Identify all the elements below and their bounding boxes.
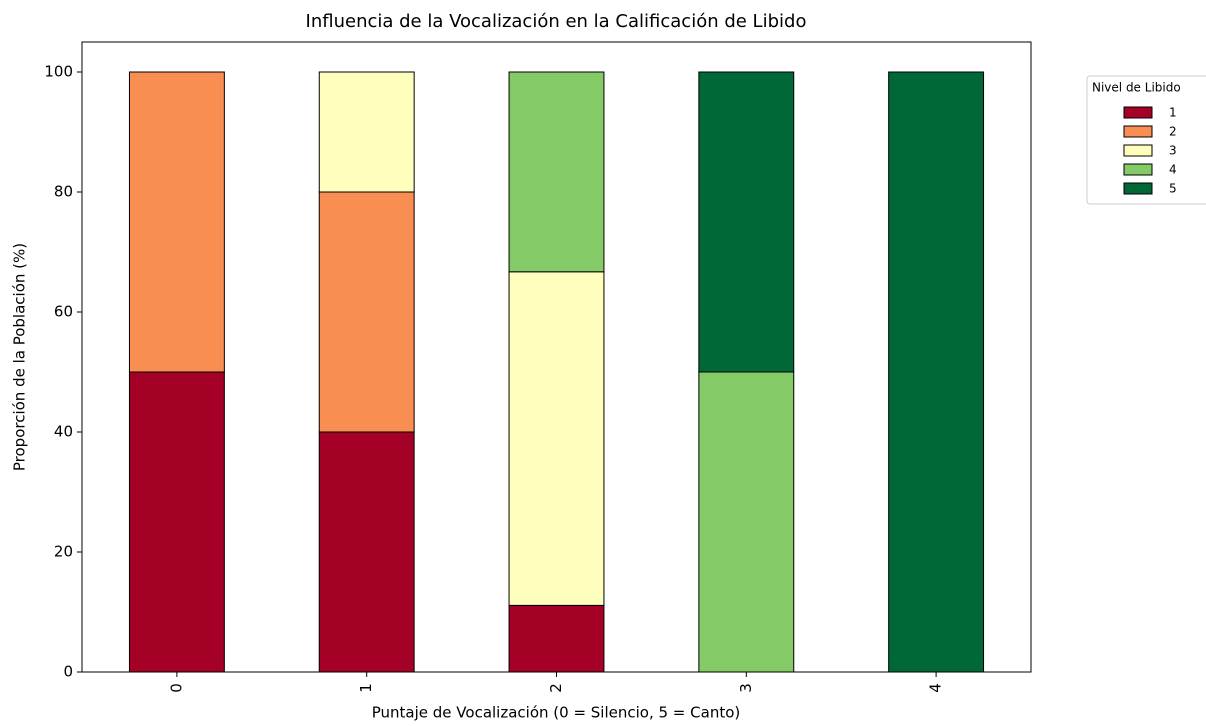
bar-segment bbox=[698, 71, 795, 373]
x-tick-label: 3 bbox=[737, 683, 755, 693]
x-tick-label: 1 bbox=[357, 683, 375, 693]
bar-segment bbox=[508, 271, 605, 606]
legend-label: 1 bbox=[1169, 106, 1177, 120]
bar-segment bbox=[318, 431, 415, 673]
legend-swatch bbox=[1123, 125, 1153, 138]
legend-label: 5 bbox=[1169, 182, 1177, 196]
bar-segment bbox=[508, 604, 605, 673]
legend-swatch bbox=[1123, 182, 1153, 195]
y-tick-label: 80 bbox=[54, 183, 73, 201]
legend-swatch bbox=[1123, 144, 1153, 157]
bar-segment bbox=[128, 371, 225, 673]
legend-swatch bbox=[1123, 106, 1153, 119]
plot-frame bbox=[81, 41, 1032, 673]
legend-label: 3 bbox=[1169, 144, 1177, 158]
bar-segment bbox=[508, 71, 605, 273]
legend-label: 2 bbox=[1169, 125, 1177, 139]
x-tick-label: 2 bbox=[547, 683, 565, 693]
chart-title: Influencia de la Vocalización en la Cali… bbox=[306, 11, 807, 32]
x-tick-label: 4 bbox=[927, 683, 945, 693]
y-tick-label: 20 bbox=[54, 543, 73, 561]
bar-segment bbox=[318, 71, 415, 193]
x-tick-label: 0 bbox=[167, 683, 185, 693]
bar-segment bbox=[888, 71, 985, 673]
bar-segment bbox=[128, 71, 225, 373]
bar-segment bbox=[318, 191, 415, 433]
legend-label: 4 bbox=[1169, 163, 1177, 177]
x-axis-label: Puntaje de Vocalización (0 = Silencio, 5… bbox=[372, 704, 740, 722]
bar-segment bbox=[698, 371, 795, 673]
legend-swatch bbox=[1123, 163, 1153, 176]
legend-title: Nivel de Libido bbox=[1092, 81, 1181, 95]
y-axis-label: Proporción de la Población (%) bbox=[11, 243, 29, 471]
y-tick-label: 40 bbox=[54, 423, 73, 441]
legend-box bbox=[1086, 75, 1206, 205]
y-tick-label: 100 bbox=[44, 63, 73, 81]
y-tick-label: 60 bbox=[54, 303, 73, 321]
y-tick-label: 0 bbox=[63, 663, 73, 681]
